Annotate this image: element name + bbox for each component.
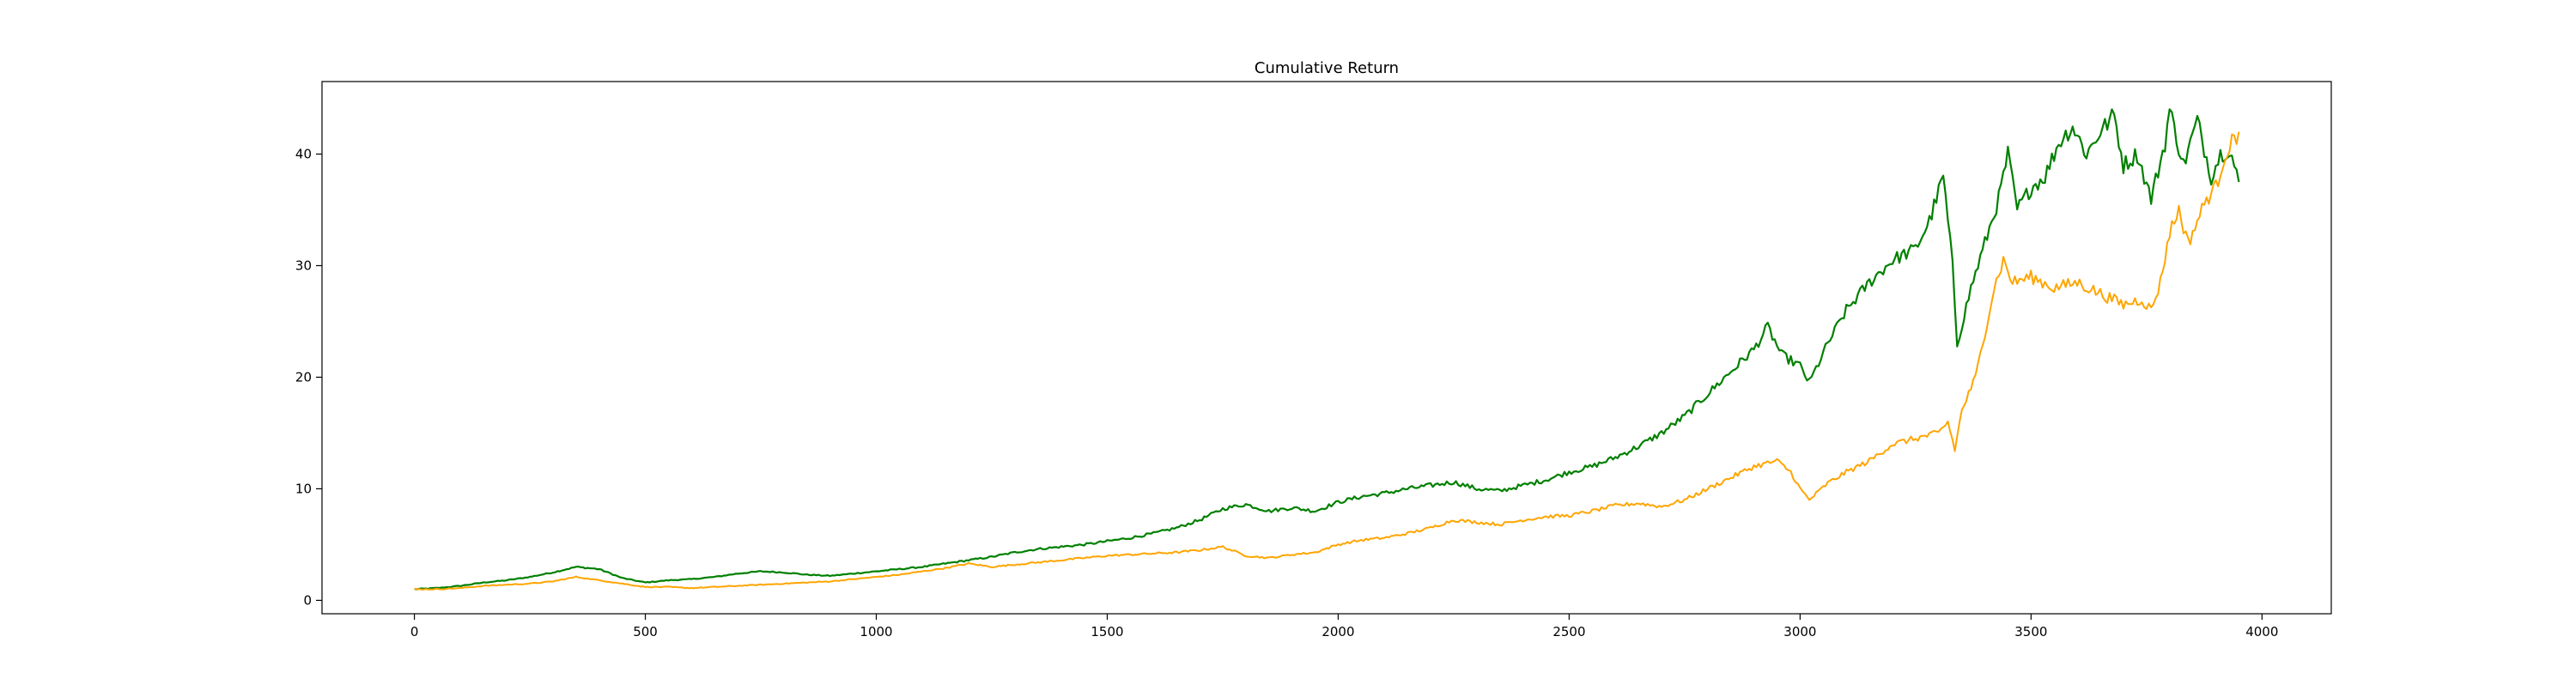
y-tick-label: 40: [295, 146, 312, 161]
x-tick-label: 4000: [2245, 624, 2278, 639]
x-tick-label: 2000: [1321, 624, 1354, 639]
series-line-2: [414, 131, 2240, 591]
x-axis: 0 500 1000 1500 2000 2500 3000 3500 4000: [410, 614, 2278, 639]
x-tick-label: 1000: [860, 624, 892, 639]
x-tick-label: 1500: [1091, 624, 1123, 639]
x-tick-label: 500: [633, 624, 658, 639]
x-tick-label: 0: [410, 624, 419, 639]
chart-title: Cumulative Return: [1255, 59, 1399, 77]
y-tick-label: 20: [295, 369, 312, 385]
y-tick-label: 0: [303, 592, 312, 608]
y-axis: 0 10 20 30 40: [295, 146, 322, 608]
series-line-1: [414, 108, 2240, 591]
y-tick-label: 30: [295, 258, 312, 273]
y-tick-label: 10: [295, 481, 312, 496]
series-layer: [414, 108, 2240, 591]
plot-frame: [321, 81, 2332, 615]
x-tick-label: 3000: [1783, 624, 1816, 639]
x-tick-label: 2500: [1552, 624, 1585, 639]
x-tick-label: 3500: [2014, 624, 2047, 639]
